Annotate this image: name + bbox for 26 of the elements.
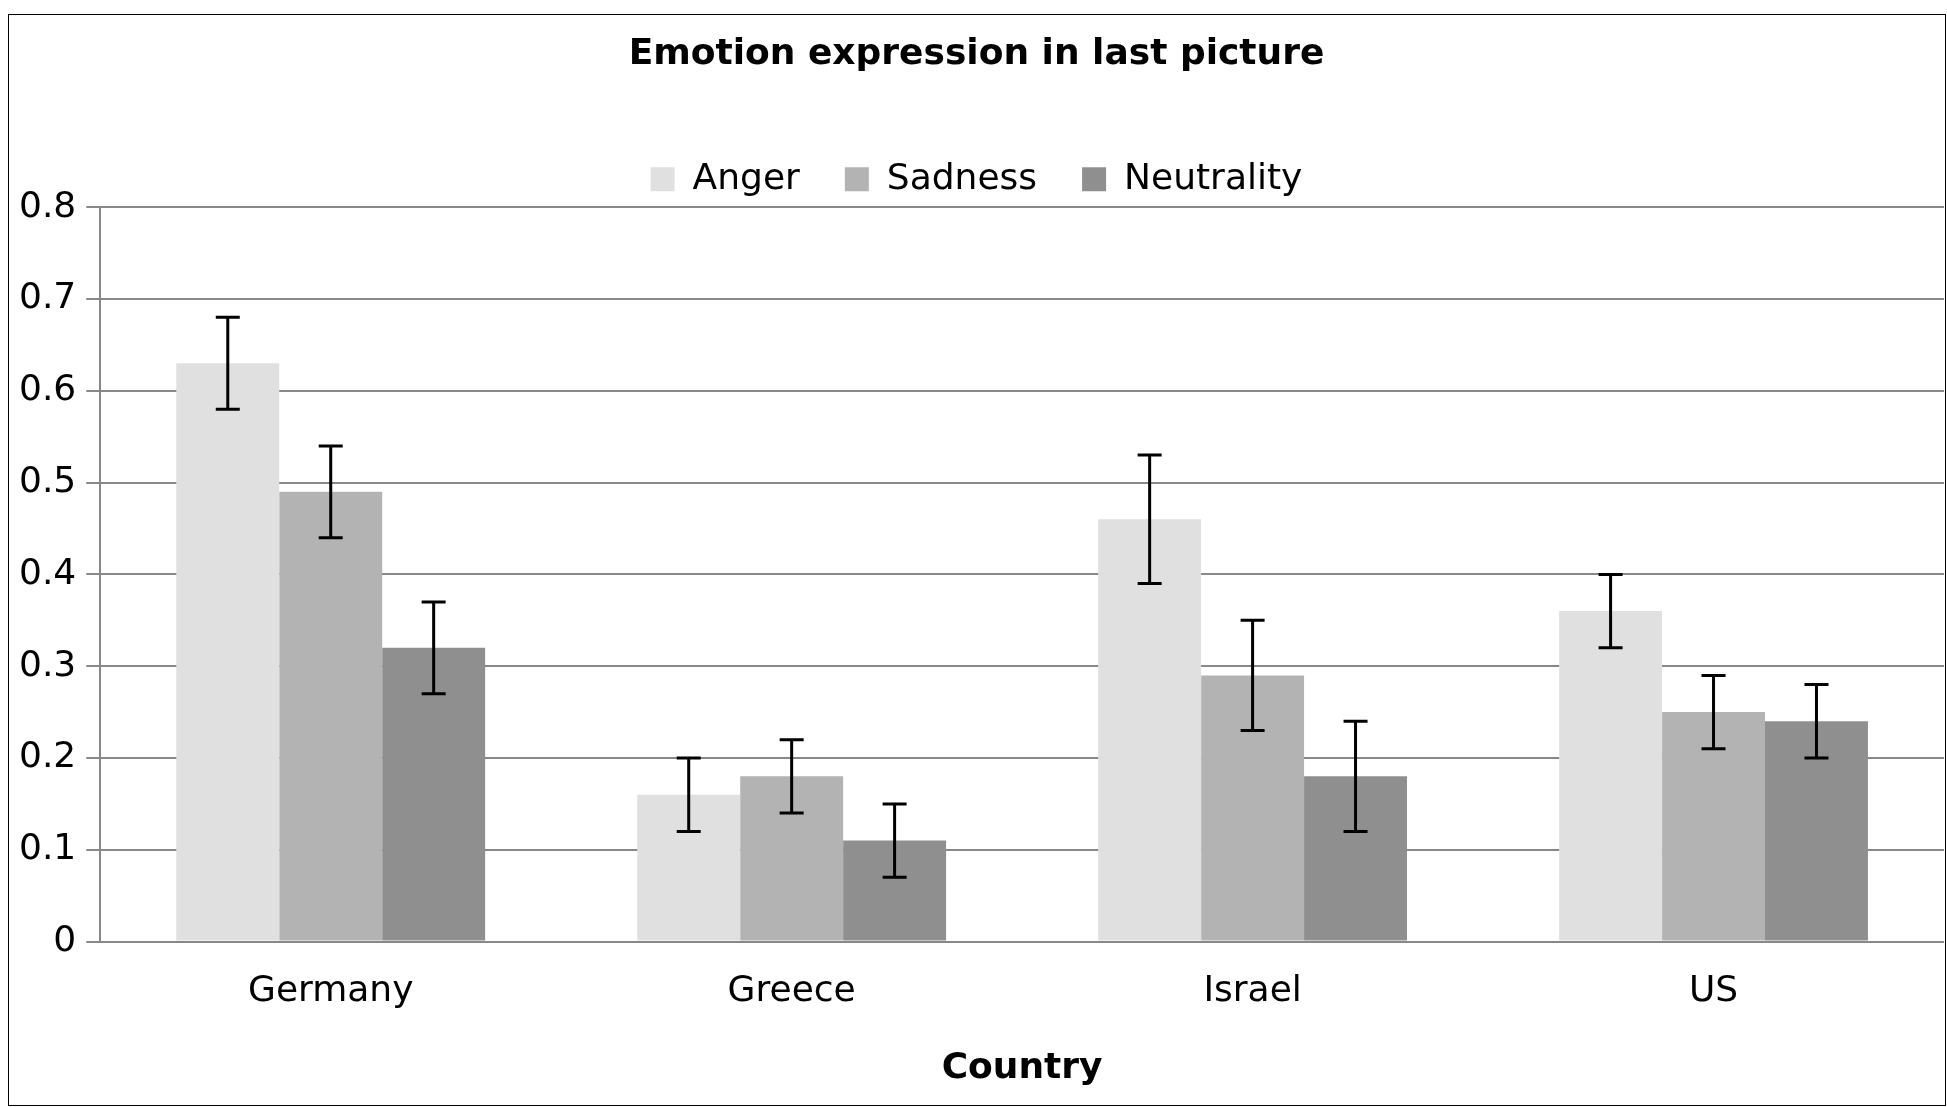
bar: [1098, 519, 1202, 941]
chart-title: Emotion expression in last picture: [628, 30, 1325, 72]
y-tick-label: 0.7: [18, 275, 77, 317]
y-tick-label: 0.3: [18, 642, 77, 684]
y-tick-label: 0.5: [18, 458, 77, 500]
x-tick-label: Germany: [247, 967, 414, 1009]
x-tick-label: US: [1688, 967, 1739, 1009]
bar: [1662, 712, 1765, 941]
y-tick-label: 0: [53, 917, 77, 959]
x-axis-title: Country: [941, 1044, 1103, 1086]
y-tick-label: 0.4: [18, 550, 77, 592]
y-tick-label: 0.2: [18, 734, 77, 776]
y-tick-label: 0.1: [18, 826, 77, 868]
legend-label: Sadness: [886, 155, 1038, 197]
bar: [740, 776, 844, 941]
bar: [176, 363, 280, 941]
legend-label: Anger: [692, 155, 801, 197]
bar: [637, 794, 741, 941]
legend-label: Neutrality: [1124, 155, 1303, 197]
y-tick-label: 0.8: [18, 183, 77, 225]
y-tick-label: 0.6: [18, 367, 77, 409]
bar: [1201, 675, 1305, 941]
x-tick-label: Israel: [1203, 967, 1302, 1009]
bar: [1559, 611, 1663, 941]
x-tick-label: Greece: [727, 967, 856, 1009]
bar: [279, 491, 383, 941]
